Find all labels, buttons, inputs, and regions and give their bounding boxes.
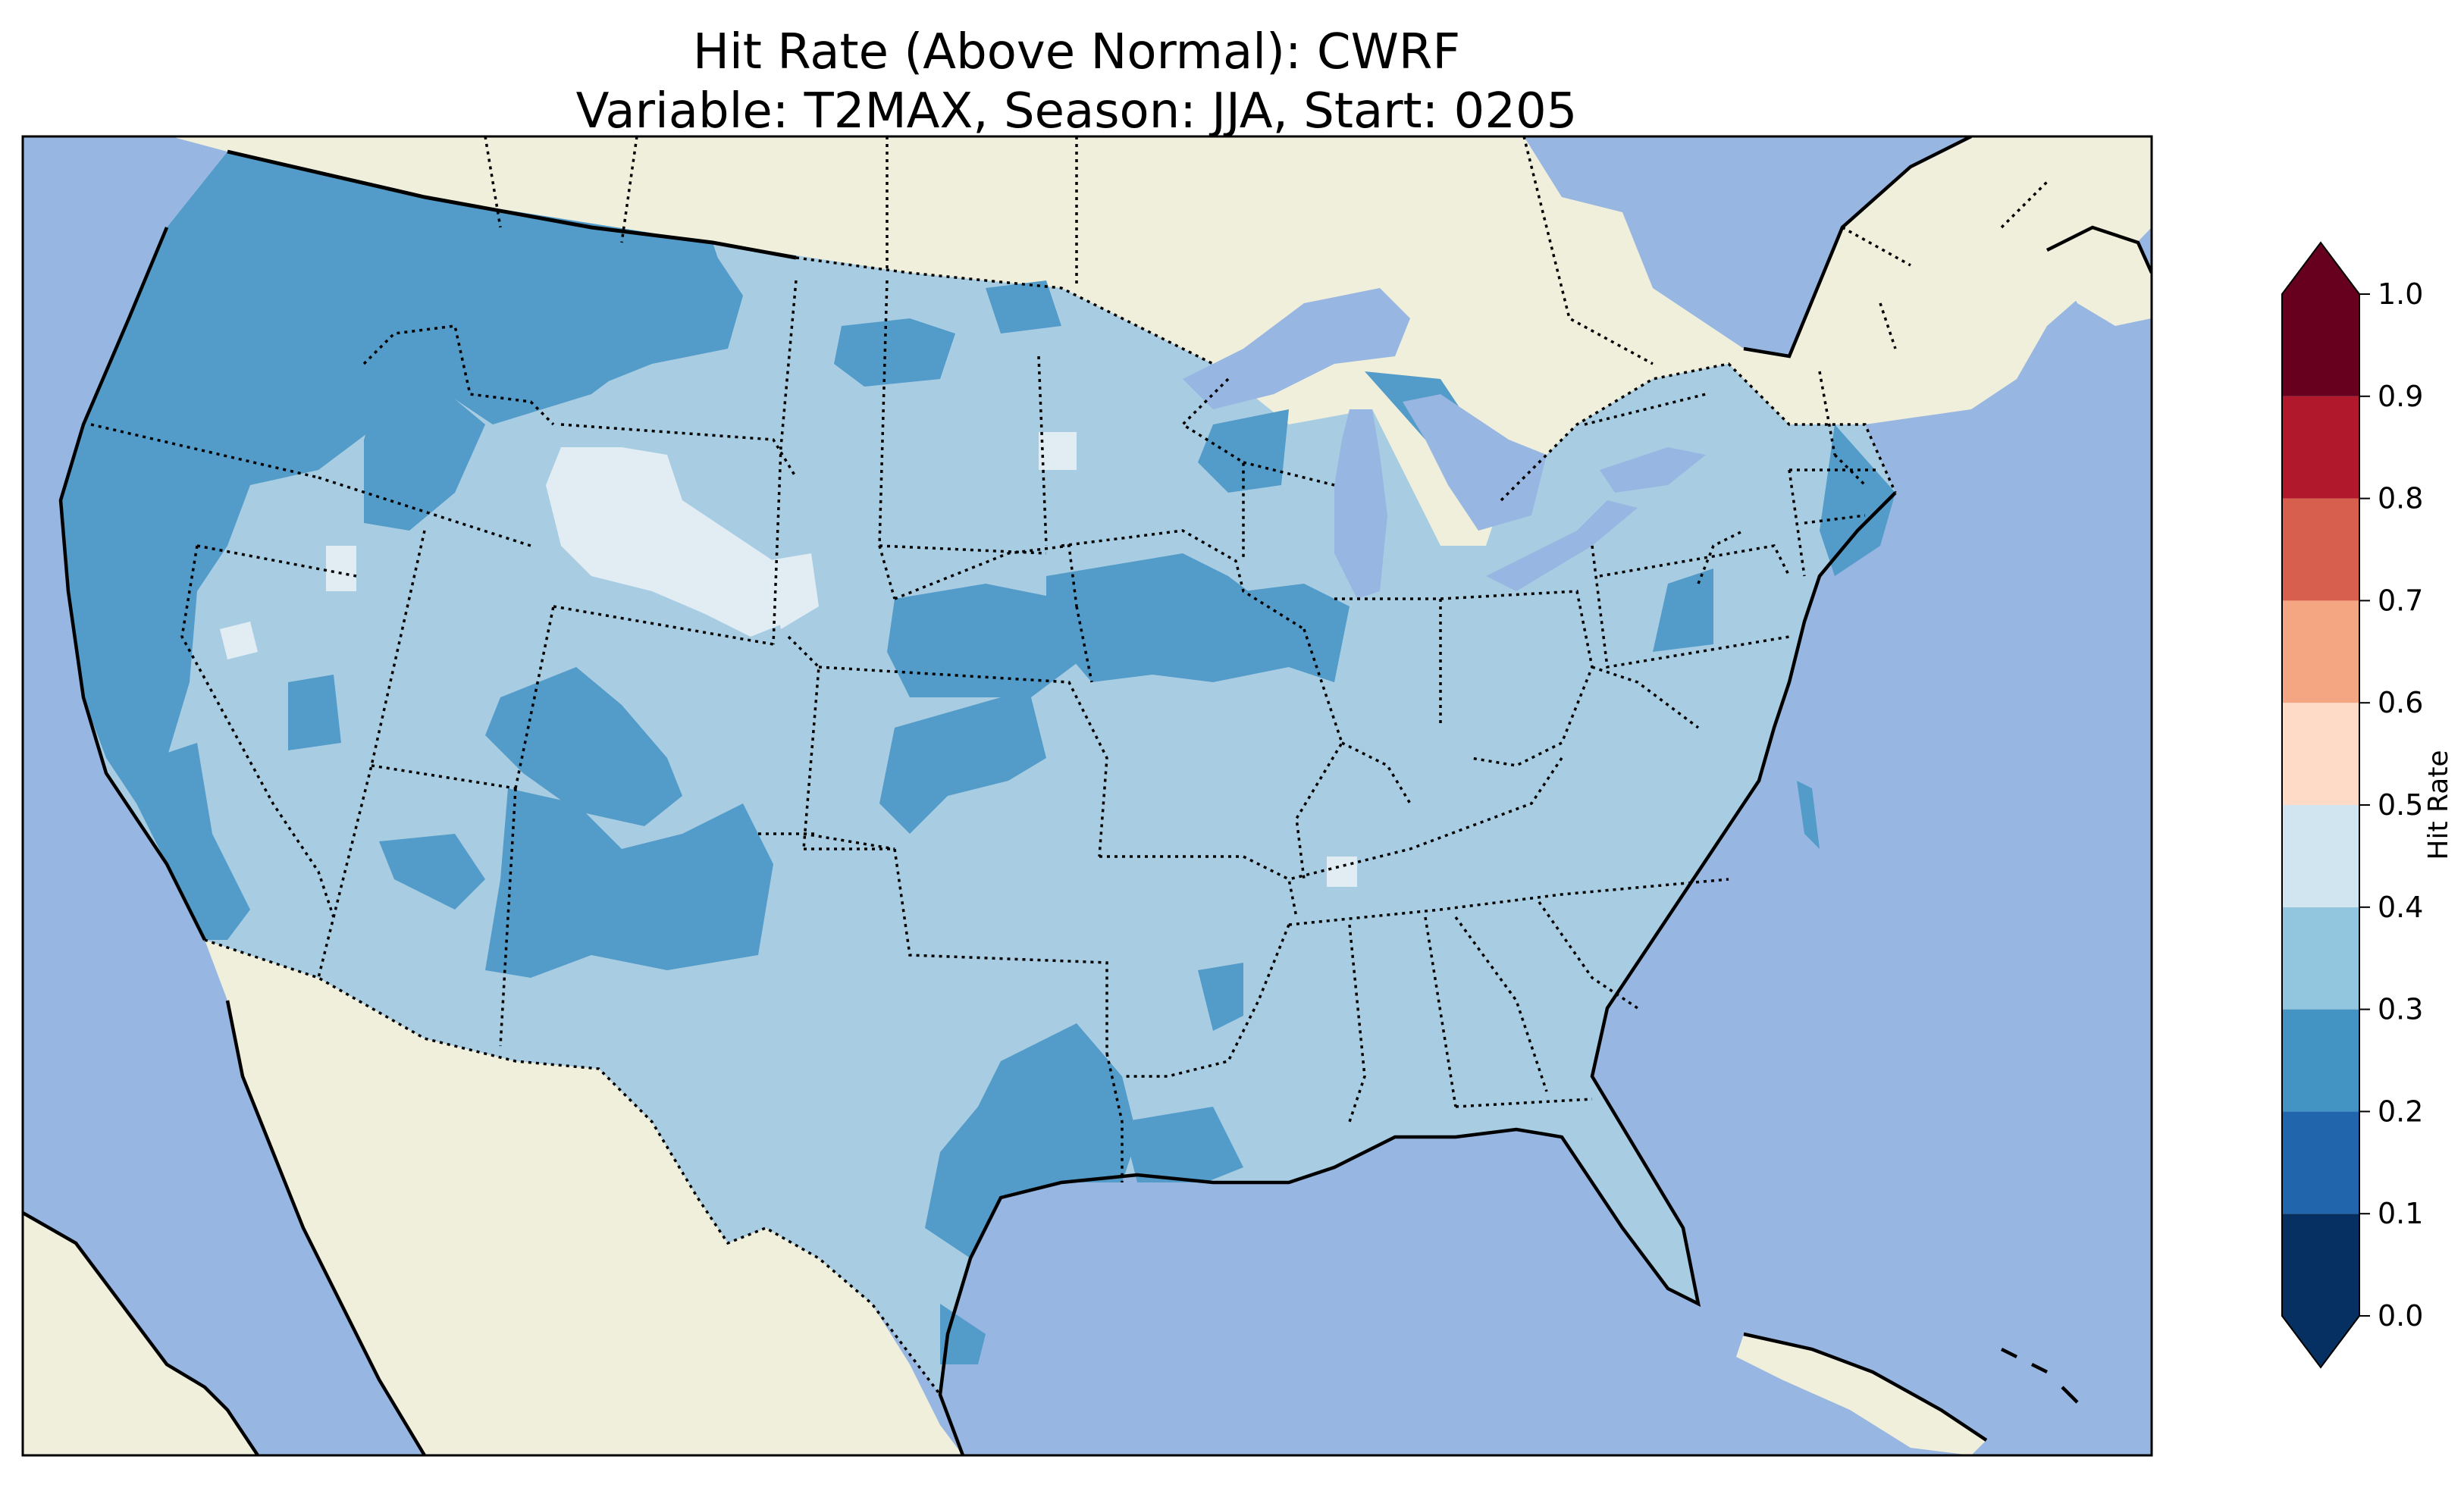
colorbar-bin-3 xyxy=(2282,907,2359,1010)
colorbar-extend-min xyxy=(2282,1316,2359,1367)
us-canada-border xyxy=(227,149,797,260)
map-frame xyxy=(21,135,2153,1457)
lake-erie xyxy=(1486,500,1638,591)
colorbar-tick-label: 0.1 xyxy=(2378,1197,2423,1230)
state-borders xyxy=(90,280,1897,1182)
coastlines xyxy=(23,136,2152,1455)
land-canada xyxy=(171,136,2152,546)
land-newfoundland xyxy=(2047,227,2152,326)
lake-michigan xyxy=(1334,409,1387,599)
great-lakes xyxy=(1183,288,1706,599)
colorbar-tick-label: 1.0 xyxy=(2378,277,2423,311)
colorbar-bin-9 xyxy=(2282,294,2359,396)
colorbar-bin-2 xyxy=(2282,1009,2359,1112)
chart-title: Hit Rate (Above Normal): CWRF Variable: … xyxy=(0,23,2153,141)
colorbar-label: Hit Rate xyxy=(2423,750,2454,860)
land-mexico xyxy=(23,940,963,1455)
colorbar-tick-label: 0.6 xyxy=(2378,686,2423,719)
colorbar-tick-label: 0.0 xyxy=(2378,1299,2423,1333)
colorbar-ticks: 0.0 0.1 0.2 0.3 0.4 0.5 0.6 0.7 0.8 0.9 1.0 xyxy=(2359,277,2423,1333)
colorbar-tick-label: 0.2 xyxy=(2378,1095,2423,1128)
colorbar-tick-label: 0.4 xyxy=(2378,891,2423,924)
colorbar-tick-label: 0.3 xyxy=(2378,993,2423,1026)
colorbar-bin-8 xyxy=(2282,396,2359,499)
colorbar-bin-0 xyxy=(2282,1214,2359,1316)
colorbar-bins xyxy=(2282,294,2359,1316)
colorbar-tick-label: 0.7 xyxy=(2378,584,2423,617)
colorbar-bin-5 xyxy=(2282,703,2359,805)
colorbar-bin-4 xyxy=(2282,805,2359,907)
colorbar-extend-max xyxy=(2282,243,2359,294)
colorbar-bin-7 xyxy=(2282,498,2359,601)
colorbar-tick-label: 0.8 xyxy=(2378,482,2423,515)
colorbar-bin-1 xyxy=(2282,1111,2359,1214)
colorbar-bin-6 xyxy=(2282,600,2359,703)
colorbar-tick-label: 0.9 xyxy=(2378,380,2423,413)
lake-superior xyxy=(1183,288,1410,409)
hit-rate-02-03-regions xyxy=(61,152,1895,1364)
lake-ontario xyxy=(1600,447,1706,493)
hit-rate-04-05-regions xyxy=(220,432,1357,887)
province-borders xyxy=(484,136,2049,365)
colorbar-tick-label: 0.5 xyxy=(2378,788,2423,822)
lake-huron xyxy=(1403,394,1547,531)
us-canada-border-dotted xyxy=(795,256,1897,502)
title-line-1: Hit Rate (Above Normal): CWRF xyxy=(692,24,1461,80)
us-mexico-border xyxy=(204,938,942,1396)
title-line-2: Variable: T2MAX, Season: JJA, Start: 020… xyxy=(575,83,1578,139)
land-cuba xyxy=(1736,1334,1986,1455)
